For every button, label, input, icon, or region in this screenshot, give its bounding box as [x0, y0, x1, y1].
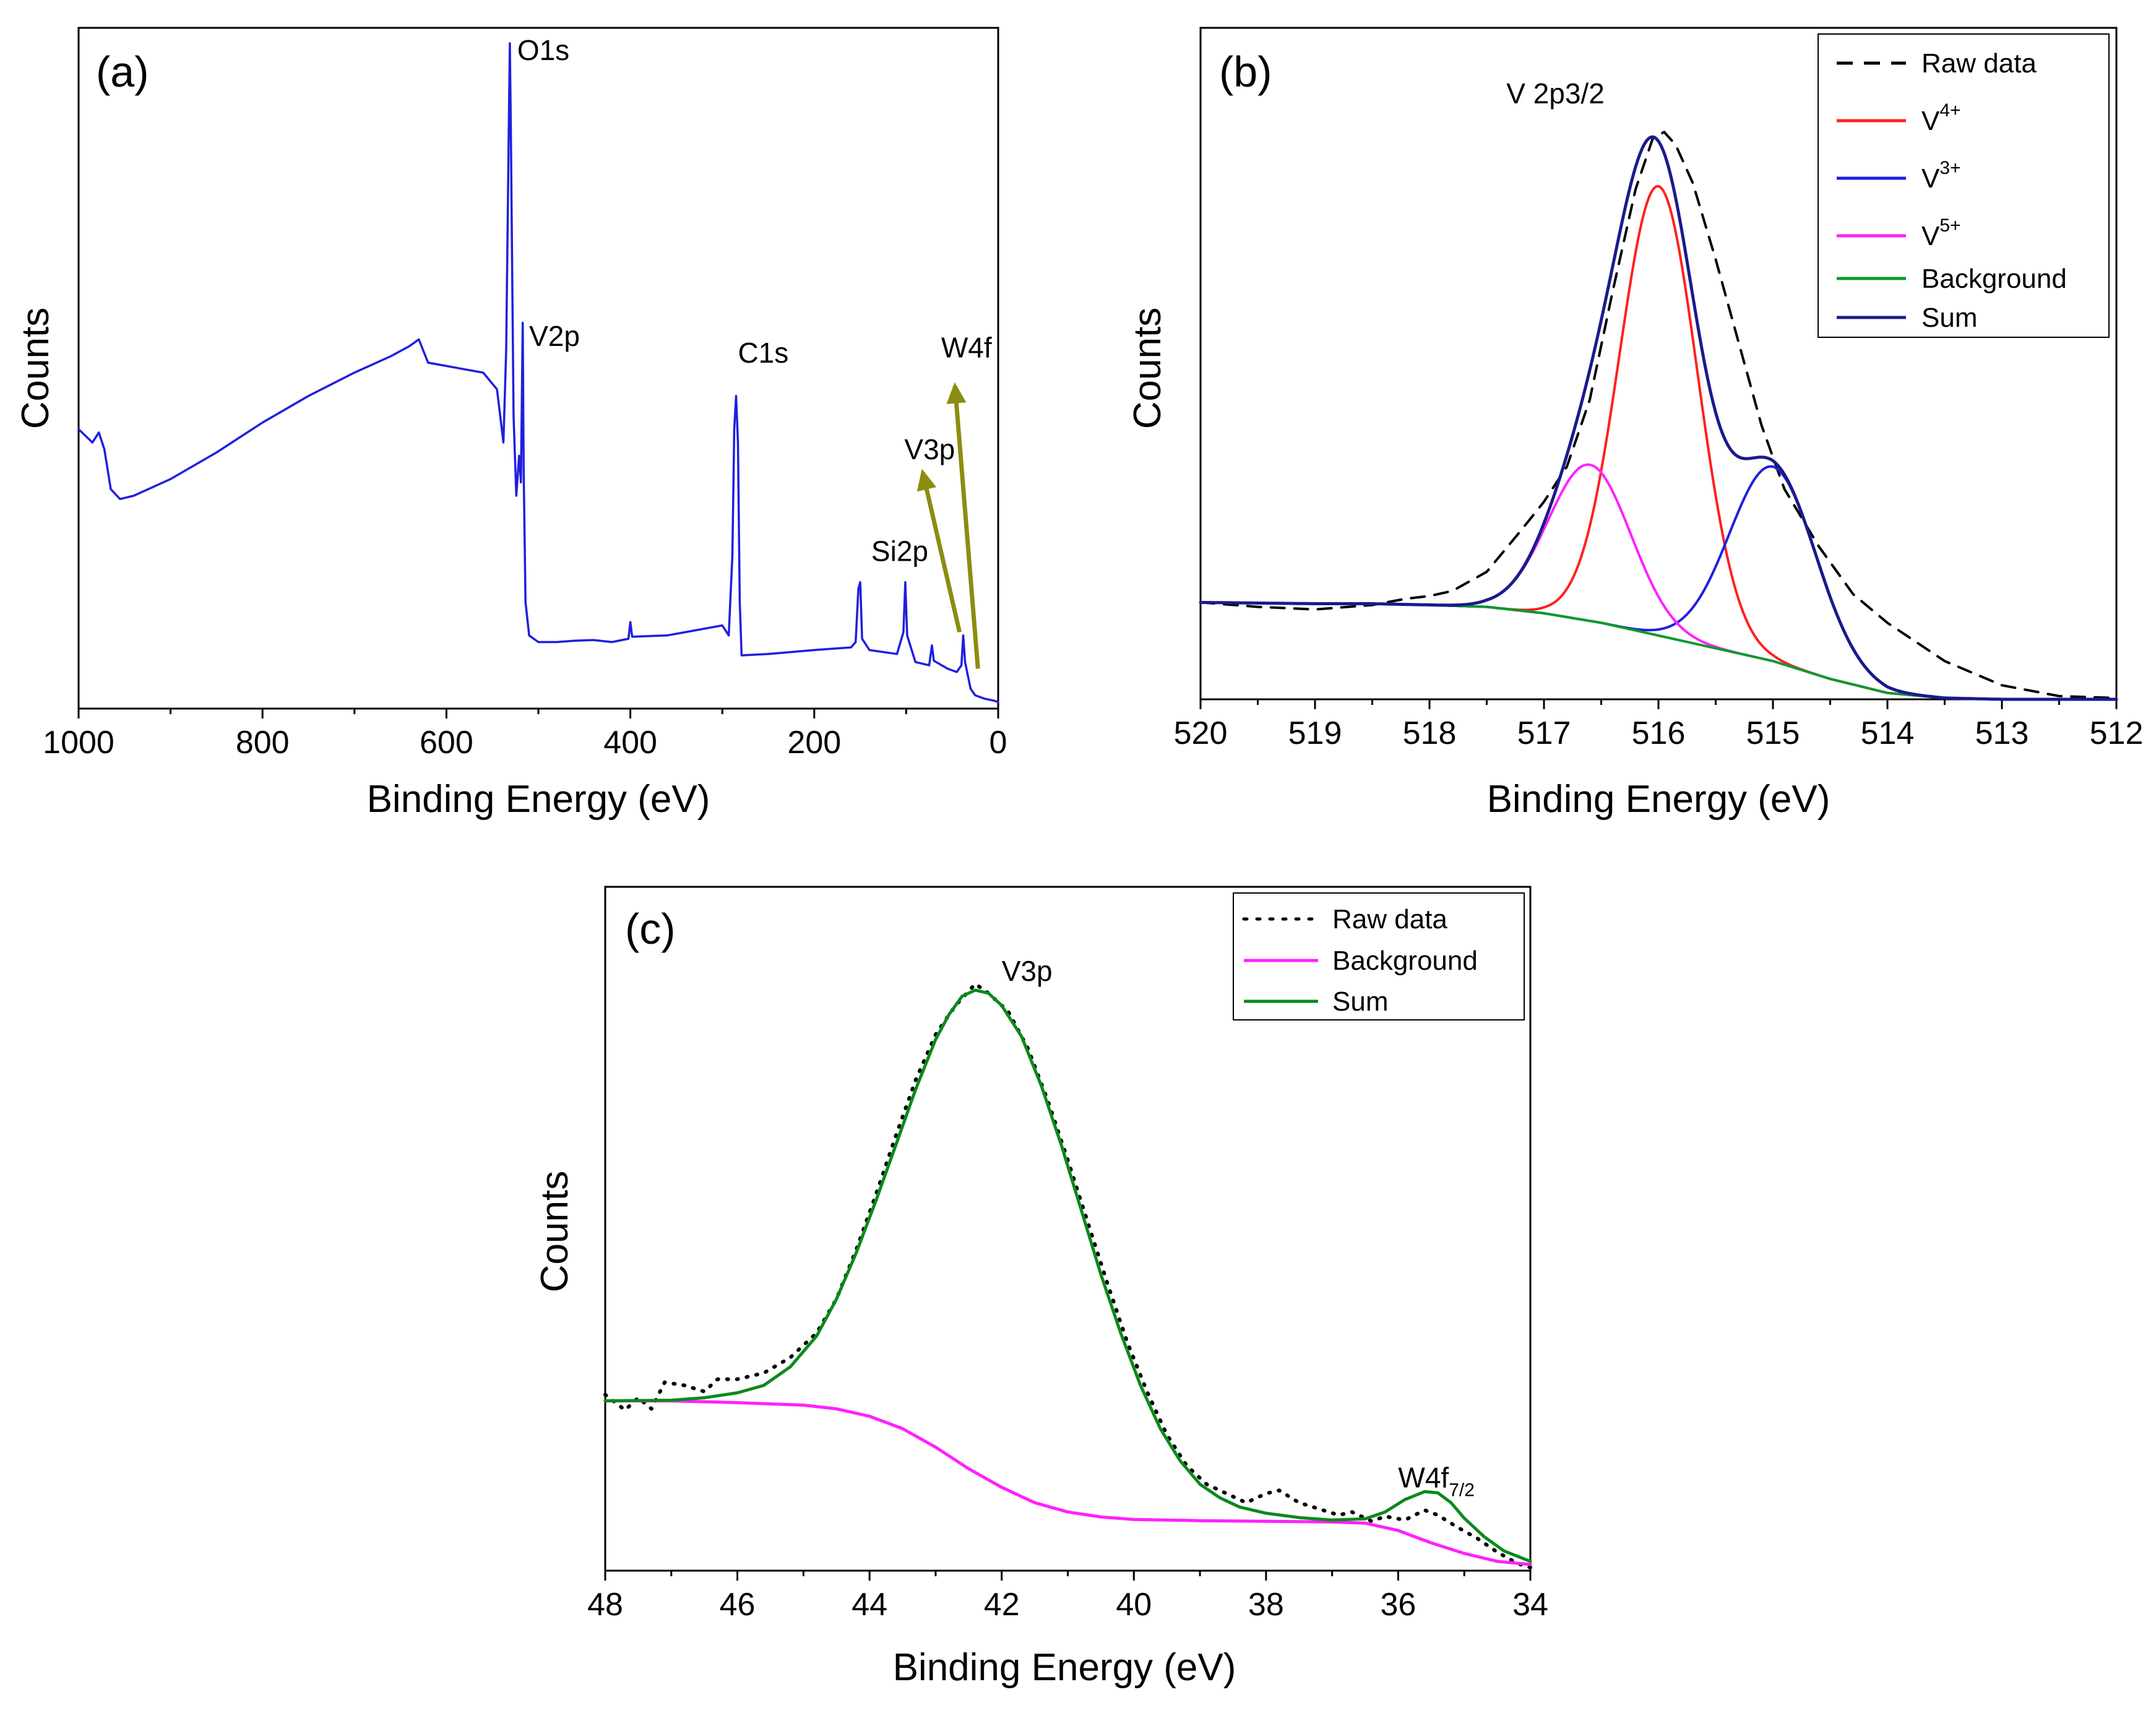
x-tick-label-516: 516	[1632, 715, 1686, 751]
panel-a: 1000 800 600 400 200 0 O1s V2p C1s Si2p V3p W4f (a…	[14, 27, 1007, 821]
panel-c-legend-box	[1233, 892, 1525, 1020]
x-tick-label-512: 512	[2090, 715, 2144, 751]
peak-label-c1s: C1s	[738, 337, 788, 369]
peak-label-o1s: O1s	[517, 34, 569, 66]
x-tick-label-517: 517	[1517, 715, 1571, 751]
series-sum	[1199, 135, 2118, 701]
panel-a-arrows	[916, 382, 980, 669]
x-tick-label-514: 514	[1861, 715, 1915, 751]
panel-a-tick-labels: 1000 800 600 400 200 0	[43, 725, 1007, 761]
x-tick-label-36: 36	[1381, 1587, 1416, 1623]
x-tick-label-48: 48	[587, 1587, 623, 1623]
x-tick-label-513: 513	[1975, 715, 2029, 751]
x-tick-label-200: 200	[787, 725, 841, 761]
panel-a-x-axis-label: Binding Energy (eV)	[367, 778, 710, 821]
panel-b-ticks	[1199, 699, 2118, 709]
x-tick-label-0: 0	[990, 725, 1007, 761]
series-survey	[77, 42, 999, 704]
peak-label-v2p: V2p	[529, 320, 580, 352]
panel-c-y-axis-label: Counts	[533, 1171, 576, 1292]
x-tick-label-42: 42	[984, 1587, 1020, 1623]
x-tick-label-600: 600	[420, 725, 473, 761]
x-tick-label-400: 400	[603, 725, 657, 761]
panel-b-legend-box	[1818, 33, 2110, 338]
panel-b-series	[1199, 131, 2118, 701]
arrowhead-w4f	[946, 382, 967, 404]
panel-a-series	[77, 42, 999, 704]
panel-b-y-axis-label: Counts	[1126, 308, 1169, 429]
panel-c-series	[603, 982, 1532, 1569]
series-background	[603, 1399, 1532, 1566]
x-tick-label-38: 38	[1248, 1587, 1284, 1623]
panel-b-x-axis-label: Binding Energy (eV)	[1487, 778, 1830, 821]
peak-label-w4f: W4f	[941, 331, 992, 363]
panel-a-annotations: O1s V2p C1s Si2p V3p W4f	[517, 34, 992, 567]
panel-a-y-axis-label: Counts	[14, 308, 57, 429]
x-tick-label-34: 34	[1512, 1587, 1548, 1623]
panel-b-peak-label: V 2p3/2	[1506, 77, 1605, 110]
x-tick-label-520: 520	[1174, 715, 1228, 751]
legend-label-sum: Sum	[1921, 303, 1977, 333]
legend-label-raw-data: Raw data	[1921, 48, 2037, 79]
panel-c-label: (c)	[625, 905, 676, 953]
x-tick-label-518: 518	[1403, 715, 1457, 751]
peak-label-v3p: V3p	[904, 433, 955, 465]
legend-label-raw-data-c: Raw data	[1332, 904, 1447, 934]
panel-a-label: (a)	[96, 48, 149, 96]
x-tick-label-800: 800	[236, 725, 290, 761]
panel-c-tick-labels: 48 46 44 42 40 38 36 34	[587, 1587, 1548, 1623]
panel-c-legend: Raw data Background Sum	[1233, 892, 1525, 1020]
x-tick-label-515: 515	[1746, 715, 1800, 751]
panel-b-legend: Raw data V4+ V3+ V5+ Background Sum	[1818, 33, 2110, 338]
peak-label-si2p: Si2p	[871, 535, 928, 567]
x-tick-label-519: 519	[1288, 715, 1342, 751]
x-tick-label-40: 40	[1116, 1587, 1152, 1623]
panel-c-ticks	[604, 1571, 1532, 1581]
x-tick-label-1000: 1000	[43, 725, 114, 761]
panel-b: 520 519 518 517 516 515 514 513 512 V 2p3/2 (b) …	[1126, 27, 2144, 821]
panel-c-x-axis-label: Binding Energy (eV)	[893, 1646, 1236, 1689]
arrowhead-v3p	[916, 468, 937, 492]
arrow-w4f	[952, 386, 980, 669]
series-sum	[603, 988, 1532, 1563]
panel-b-label: (b)	[1219, 48, 1272, 96]
arrow-v3p	[920, 472, 962, 633]
x-tick-label-44: 44	[852, 1587, 887, 1623]
legend-label-background: Background	[1921, 264, 2067, 294]
legend-label-background-c: Background	[1332, 946, 1478, 976]
panel-b-tick-labels: 520 519 518 517 516 515 514 513 512	[1174, 715, 2144, 751]
x-tick-label-46: 46	[720, 1587, 756, 1623]
panel-a-ticks	[77, 709, 999, 718]
legend-label-sum-c: Sum	[1332, 986, 1388, 1017]
peak-label-v3p: V3p	[1002, 955, 1053, 987]
